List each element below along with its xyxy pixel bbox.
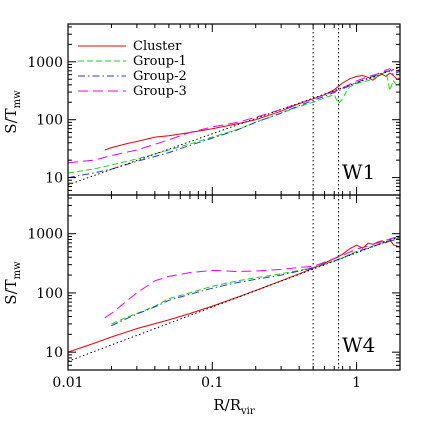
x-tick-label: 0.01 xyxy=(52,375,83,391)
legend-label-group-3: Group-3 xyxy=(133,84,187,99)
bottom-panel-axes: 10 100 1000 0.01 0.1 1 xyxy=(27,195,401,391)
series-line-group-3 xyxy=(104,235,400,319)
series-line-group-1 xyxy=(68,70,400,174)
series-line-group-3 xyxy=(68,68,400,164)
bottom-panel-label: W4 xyxy=(342,333,375,357)
y-tick-label: 10 xyxy=(45,345,63,361)
top-panel-y-label-main: S/T xyxy=(2,108,20,133)
bottom-panel-y-axis-label: S/Tmw xyxy=(2,261,23,305)
y-tick-label: 1000 xyxy=(27,55,63,71)
top-panel-y-label-sub: mw xyxy=(12,90,23,108)
x-tick-label: 0.1 xyxy=(201,375,223,391)
y-tick-label: 1000 xyxy=(27,227,63,243)
top-panel-y-axis-label: S/Tmw xyxy=(2,90,23,134)
x-tick-label: 1 xyxy=(352,375,361,391)
series-line-group-2 xyxy=(68,70,400,179)
x-axis-label: R/Rvir xyxy=(213,396,255,417)
top-panel: 10 100 1000 W1 S/Tmw ClusterGroup-1Group-2… xyxy=(2,23,401,196)
top-panel-plot-area xyxy=(68,24,400,195)
legend-label-cluster: Cluster xyxy=(133,39,182,54)
x-label-sub: vir xyxy=(240,406,255,417)
top-panel-axes: 10 100 1000 xyxy=(27,24,401,196)
series-line-group-1 xyxy=(111,237,400,325)
bottom-panel-y-label-sub: mw xyxy=(12,261,23,279)
bottom-panel-y-label-main: S/T xyxy=(2,279,20,304)
legend-label-group-2: Group-2 xyxy=(133,69,187,84)
reference-diagonal-line xyxy=(68,66,400,186)
legend-label-group-1: Group-1 xyxy=(133,54,187,69)
y-tick-label: 100 xyxy=(36,286,63,302)
y-tick-label: 100 xyxy=(36,113,63,129)
bottom-panel: 10 100 1000 0.01 0.1 1 W4 S/Tmw R/Rvir xyxy=(2,194,401,417)
x-label-main: R/R xyxy=(213,396,241,414)
reference-diagonal-line xyxy=(68,235,400,362)
series-line-group-2 xyxy=(111,238,400,327)
bottom-panel-plot-area xyxy=(68,195,400,370)
top-panel-label: W1 xyxy=(342,160,375,184)
bottom-panel-frame xyxy=(67,194,401,371)
y-tick-label: 10 xyxy=(45,171,63,187)
